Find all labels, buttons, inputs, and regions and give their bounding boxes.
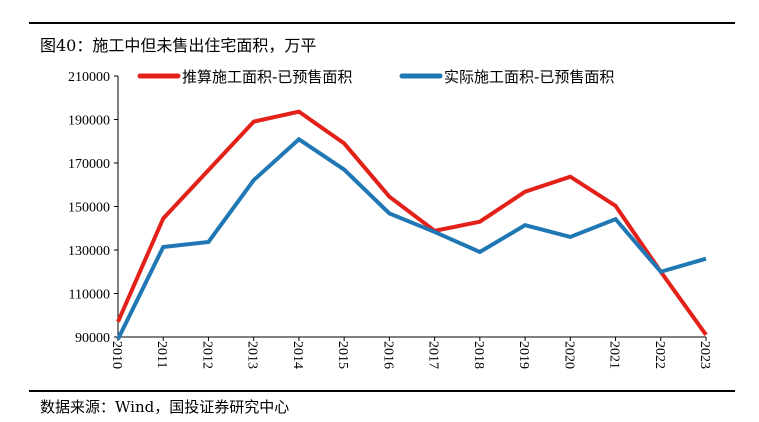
legend-label-1: 推算施工面积-已预售面积: [182, 68, 352, 86]
x-tick-label: 2018: [471, 341, 486, 369]
x-tick-label: 2017: [426, 341, 441, 369]
x-tick-label: 2013: [245, 341, 260, 369]
chart-source: 数据来源：Wind，国投证券研究中心: [40, 398, 290, 416]
x-tick-label: 2011: [154, 341, 169, 368]
legend-label-2: 实际施工面积-已预售面积: [444, 68, 614, 86]
y-tick-label: 150000: [68, 201, 110, 216]
bottom-rule: [29, 390, 735, 392]
top-rule: [29, 22, 735, 24]
chart-title: 图40：施工中但未售出住宅面积，万平: [40, 36, 317, 55]
x-tick-label: 2022: [652, 341, 667, 369]
x-tick-label: 2019: [516, 341, 531, 369]
x-tick-label: 2012: [199, 341, 214, 369]
y-tick-label: 190000: [68, 114, 110, 129]
series-line-1: [116, 109, 708, 336]
y-tick-label: 90000: [75, 331, 110, 346]
x-tick-label: 2016: [380, 341, 395, 369]
series-line-2: [116, 136, 707, 341]
x-tick-label: 2010: [109, 341, 124, 369]
y-tick-label: 130000: [68, 244, 110, 259]
x-tick-label: 2023: [697, 341, 712, 369]
y-tick-label: 210000: [68, 70, 110, 85]
y-tick-label: 170000: [68, 157, 110, 172]
x-tick-label: 2020: [561, 341, 576, 369]
x-tick-label: 2021: [607, 341, 622, 369]
y-tick-label: 110000: [69, 288, 110, 303]
x-tick-label: 2015: [335, 341, 350, 369]
x-tick-label: 2014: [290, 341, 305, 369]
